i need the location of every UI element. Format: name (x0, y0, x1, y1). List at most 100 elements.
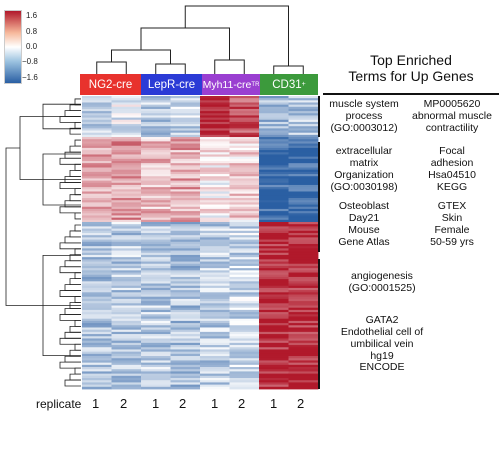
heatmap-cell (141, 143, 171, 147)
heatmap-cell (259, 279, 289, 282)
heatmap-cell (141, 150, 171, 153)
heatmap-cell (141, 250, 171, 254)
heatmap-cell (200, 274, 230, 278)
heatmap-cell (200, 362, 230, 366)
heatmap-cell (82, 329, 112, 333)
heatmap-cell (200, 380, 230, 383)
heatmap-cell (288, 228, 319, 232)
heatmap-cell (111, 228, 142, 232)
heatmap-cell (170, 169, 201, 173)
heatmap-cell (259, 184, 289, 188)
heatmap-cell (170, 139, 201, 142)
heatmap-cell (82, 274, 112, 278)
heatmap-cell (229, 152, 260, 155)
heatmap-cell (229, 171, 260, 175)
heatmap-cell (259, 243, 289, 247)
heatmap-cell (111, 232, 142, 236)
heatmap-cell (229, 312, 260, 315)
heatmap-cell (170, 323, 201, 326)
heatmap-cell (141, 154, 171, 158)
heatmap-cell (82, 316, 112, 320)
heatmap-cell (170, 193, 201, 197)
heatmap-cell (82, 226, 112, 229)
heatmap-cell (200, 318, 230, 322)
heatmap-cell (288, 169, 319, 173)
column-dendrogram-branch (184, 5, 289, 66)
heatmap-cell (288, 221, 319, 225)
heatmap-cell (200, 250, 230, 254)
heatmap-cell (200, 296, 230, 300)
heatmap-cell (170, 215, 201, 219)
heatmap-cell (259, 349, 289, 353)
heatmap-cell (288, 165, 319, 168)
heatmap-cell (170, 270, 201, 273)
heatmap-cell (288, 198, 319, 201)
heatmap-cell (229, 235, 260, 238)
heatmap-cell (288, 187, 319, 190)
heatmap-cell (259, 169, 289, 173)
heatmap-cell (259, 276, 289, 280)
heatmap-cell (82, 364, 112, 368)
heatmap-cell (141, 301, 171, 304)
heatmap-cell (111, 329, 142, 333)
heatmap-cell (170, 298, 201, 302)
heatmap-cell (111, 290, 142, 293)
heatmap-cell (259, 217, 289, 221)
heatmap-cell (170, 327, 201, 331)
heatmap-cell (141, 334, 171, 337)
heatmap-cell (288, 117, 319, 121)
heatmap-cell (141, 113, 171, 116)
heatmap-cell (259, 195, 289, 199)
heatmap-cell (200, 268, 230, 271)
heatmap-cell (229, 128, 260, 131)
heatmap-cell (259, 106, 289, 110)
heatmap-cell (141, 380, 171, 383)
heatmap-cell (200, 283, 230, 287)
heatmap-cell (141, 106, 171, 110)
heatmap-cell (200, 180, 230, 184)
heatmap-cell (111, 134, 142, 138)
heatmap-cell (170, 263, 201, 267)
heatmap-cell (82, 137, 112, 140)
heatmap-cell (229, 349, 260, 353)
heatmap-cell (259, 230, 289, 234)
heatmap-cell (82, 143, 112, 147)
heatmap-cell (200, 106, 230, 110)
heatmap-cell (259, 165, 289, 168)
heatmap-cell (288, 132, 319, 136)
heatmap-cell (141, 318, 171, 322)
heatmap-cell (141, 375, 171, 379)
heatmap-cell (229, 254, 260, 258)
heatmap-cell (200, 349, 230, 353)
heatmap-cell (288, 106, 319, 110)
heatmap-cell (259, 353, 289, 357)
heatmap-cell (288, 180, 319, 184)
heatmap-cell (259, 208, 289, 212)
heatmap-cell (259, 312, 289, 315)
heatmap-cell (141, 323, 171, 326)
heatmap-cell (82, 98, 112, 101)
heatmap-cell (200, 174, 230, 177)
heatmap-cell (229, 367, 260, 370)
heatmap-cell (111, 305, 142, 309)
heatmap-cell (200, 252, 230, 256)
heatmap-cell (111, 165, 142, 168)
heatmap-cell (82, 221, 112, 225)
heatmap-cell (229, 316, 260, 320)
heatmap-cell (170, 301, 201, 304)
heatmap-cell (288, 206, 319, 210)
heatmap-cell (229, 298, 260, 302)
heatmap-cell (229, 174, 260, 177)
heatmap-cell (111, 380, 142, 383)
heatmap-cell (200, 165, 230, 168)
heatmap-cell (111, 312, 142, 315)
heatmap-cell (111, 111, 142, 114)
heatmap-cell (200, 265, 230, 269)
heatmap-cell (259, 281, 289, 284)
heatmap-cell (141, 158, 171, 162)
heatmap-cell (200, 285, 230, 289)
heatmap-cell (111, 137, 142, 140)
heatmap-cell (288, 243, 319, 247)
heatmap-cell (200, 115, 230, 118)
heatmap-cell (82, 252, 112, 256)
